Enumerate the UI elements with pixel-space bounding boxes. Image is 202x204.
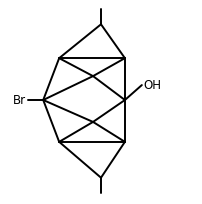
Text: Br: Br (13, 93, 26, 106)
Text: OH: OH (144, 79, 162, 92)
